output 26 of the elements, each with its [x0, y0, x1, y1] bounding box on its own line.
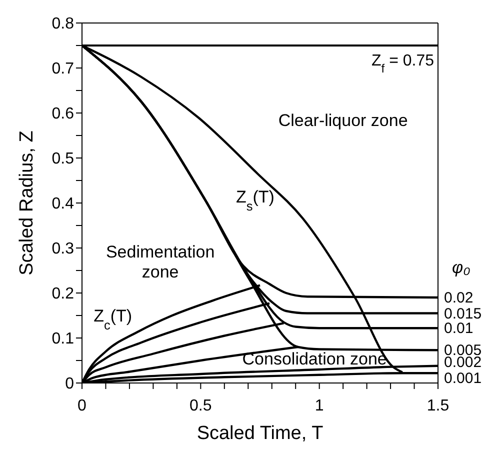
annotation: Z$_{c}$(T): [94, 306, 132, 332]
x-tick-label: 1: [314, 397, 324, 414]
series-label: 0.02: [444, 290, 474, 306]
y-tick-label: 0.4: [52, 196, 74, 213]
y-tick-label: 0.3: [52, 240, 74, 258]
ref-line-label: Z$_{f}$ = 0.75: [372, 52, 434, 76]
annotation: Clear-liquor zone: [278, 110, 408, 130]
legend-title: φ₀: [452, 258, 470, 277]
y-tick-label: 0.7: [52, 60, 74, 78]
x-axis-title: Scaled Time, T: [196, 423, 324, 444]
x-tick-label: 1.5: [426, 397, 450, 414]
annotation: Z$_{s}$(T): [236, 187, 274, 213]
y-tick-label: 0: [65, 376, 74, 393]
series-label: 0.001: [444, 370, 482, 388]
y-tick-label: 0.6: [52, 106, 74, 123]
series-label: 0.01: [444, 320, 474, 338]
y-tick-label: 0.1: [52, 330, 74, 348]
x-tick-label: 0.5: [190, 397, 212, 414]
annotation: Sedimentation zone: [106, 242, 215, 282]
x-tick-label: 0: [78, 397, 87, 414]
y-tick-label: 0.8: [52, 16, 74, 33]
y-tick-label: 0.5: [52, 150, 74, 168]
series-label: 0.015: [444, 305, 482, 322]
y-tick-label: 0.2: [52, 286, 74, 303]
y-axis-title: Scaled Radius, Z: [16, 130, 38, 276]
annotation: Consolidation zone: [242, 349, 387, 368]
